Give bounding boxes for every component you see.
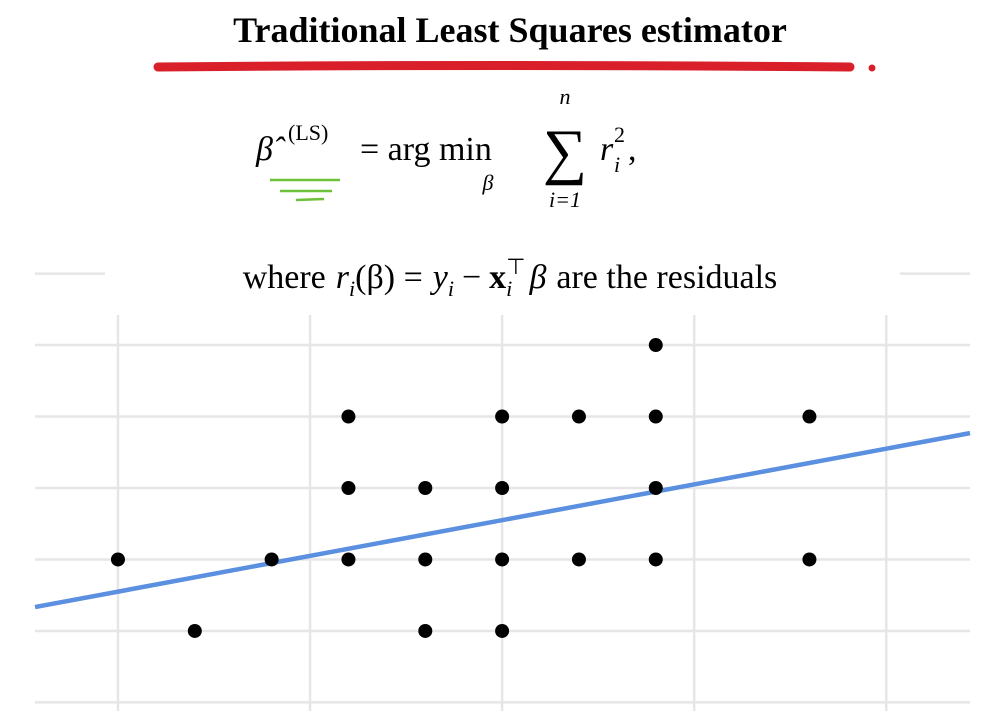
point xyxy=(495,409,510,424)
point xyxy=(802,552,817,567)
plot xyxy=(34,338,971,638)
point xyxy=(264,552,279,567)
where-rest: are the residuals xyxy=(556,259,777,296)
formula-beta: β̂ xyxy=(255,131,286,168)
formula-comma: , xyxy=(628,131,637,168)
formula: β̂ (LS) = arg min β ∑ n i=1 r 2 i , xyxy=(255,84,637,212)
formula-sup: (LS) xyxy=(288,120,328,145)
point xyxy=(341,409,356,424)
underline-dot xyxy=(868,64,876,72)
where-line: where ri(β) = yi − xi⊤ β are the residuals xyxy=(243,254,778,301)
formula-sub: β xyxy=(482,170,494,195)
where-sub: i xyxy=(349,276,355,301)
point xyxy=(571,552,586,567)
where-eq: (β) = xyxy=(355,259,423,296)
where-y: y xyxy=(430,259,449,296)
point xyxy=(648,552,663,567)
where-beta: β xyxy=(528,259,546,296)
where-sub: i xyxy=(506,276,512,301)
where-word: where xyxy=(243,259,326,296)
where-sub: i xyxy=(448,276,454,301)
point xyxy=(341,552,356,567)
formula-index: i xyxy=(614,152,620,177)
formula-r: r xyxy=(600,131,614,168)
title-underline xyxy=(153,61,855,72)
formula-lower: i=1 xyxy=(549,187,581,212)
where-x: x xyxy=(489,259,506,296)
point xyxy=(495,623,510,638)
point xyxy=(418,623,433,638)
where-minus: − xyxy=(462,259,481,296)
formula-upper: n xyxy=(560,84,571,109)
point xyxy=(341,481,356,496)
point xyxy=(648,409,663,424)
title: Traditional Least Squares estimator xyxy=(233,10,787,50)
text-backdrop xyxy=(105,248,900,306)
formula-sum: ∑ xyxy=(543,118,587,186)
point xyxy=(571,409,586,424)
point xyxy=(495,481,510,496)
formula-argmin: = arg min xyxy=(360,131,492,168)
point xyxy=(648,481,663,496)
point xyxy=(495,552,510,567)
point xyxy=(418,552,433,567)
point xyxy=(110,552,125,567)
point xyxy=(418,481,433,496)
green-underline xyxy=(270,178,340,202)
fit-line xyxy=(34,430,971,610)
formula-square: 2 xyxy=(614,122,625,147)
point xyxy=(648,338,663,353)
where-transpose: ⊤ xyxy=(506,254,525,279)
point xyxy=(802,409,817,424)
point xyxy=(187,623,202,638)
where-r: r xyxy=(336,259,350,296)
